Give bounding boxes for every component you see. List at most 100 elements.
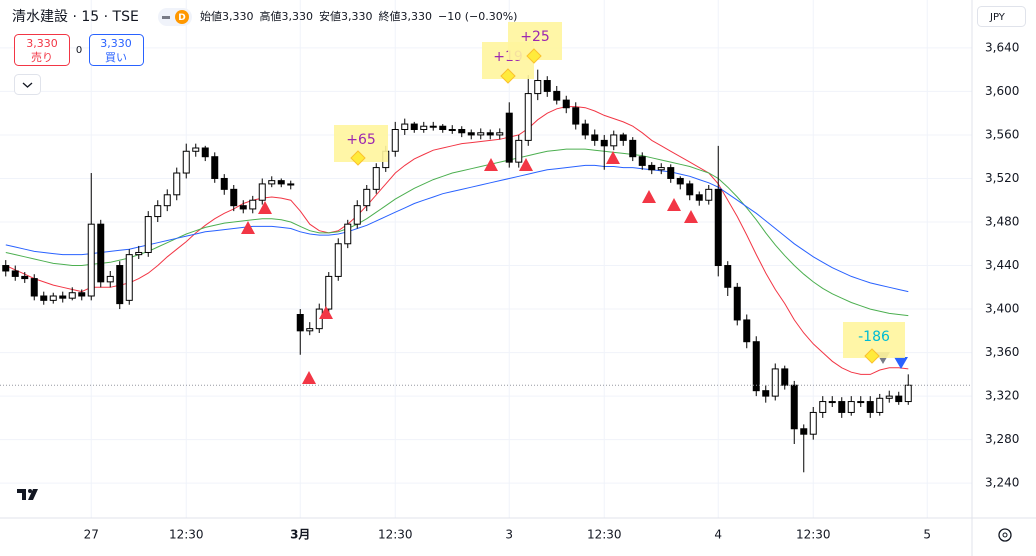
- candle-body: [401, 123, 409, 130]
- y-tick-label: 3,280: [985, 432, 1019, 446]
- currency-button[interactable]: [977, 6, 1026, 27]
- buy-price: 3,330: [100, 37, 132, 50]
- status-dash: [162, 16, 170, 19]
- candle-body: [752, 341, 760, 392]
- logo-shape: [17, 489, 38, 500]
- candle-body: [40, 295, 48, 301]
- candle-body: [790, 384, 798, 430]
- trade-diamond: [350, 150, 366, 166]
- candle-body: [78, 292, 86, 297]
- ma-line: [5, 148, 909, 317]
- candle-body: [201, 147, 209, 158]
- candle-body: [182, 150, 190, 174]
- candle-body: [857, 401, 865, 404]
- candle-body: [154, 205, 162, 218]
- candle-body: [676, 177, 684, 185]
- candle-body: [600, 139, 608, 147]
- candle-body: [344, 223, 352, 245]
- candle-body: [724, 265, 732, 288]
- candle-body: [230, 188, 238, 207]
- candle-body: [87, 223, 95, 297]
- candle-body: [287, 183, 295, 186]
- legend-header: 清水建設 · 15 · TSE D 始値3,330 高値3,330 安値3,330 終…: [12, 8, 517, 95]
- x-tick-label: 12:30: [169, 528, 204, 542]
- candle-body: [410, 123, 418, 130]
- buy-signal: [484, 158, 498, 171]
- sell-signal: [894, 357, 908, 369]
- gear: [998, 528, 1012, 542]
- candle-body: [838, 401, 846, 413]
- collapse-button[interactable]: [14, 74, 41, 95]
- buy-signal: [319, 306, 333, 319]
- y-tick-label: 3,480: [985, 215, 1019, 229]
- candle-body: [733, 286, 741, 321]
- candle-body: [534, 80, 542, 95]
- candle-body: [781, 368, 789, 386]
- sell-price: 3,330: [26, 37, 58, 50]
- candle-body: [524, 93, 532, 141]
- candle-body: [144, 216, 152, 253]
- candle-body: [486, 132, 494, 136]
- y-tick-label: 3,320: [985, 389, 1019, 403]
- sell-button[interactable]: [14, 34, 70, 66]
- candle-body: [828, 401, 836, 404]
- candle-body: [686, 183, 694, 196]
- ohlc: 始値3,330 高値3,330 安値3,330 終値3,330 −10 (−0.30%): [200, 9, 517, 23]
- y-tick-label: 3,240: [985, 476, 1019, 490]
- candle-body: [116, 265, 124, 305]
- buy-signal: [684, 210, 698, 223]
- candle-body: [68, 292, 76, 299]
- ohlc-item: 始値3,330: [200, 9, 254, 23]
- chevron: [22, 82, 33, 88]
- candle-body: [2, 265, 10, 272]
- y-tick-label: 3,360: [985, 345, 1019, 359]
- candle-body: [695, 194, 703, 201]
- candle-body: [211, 156, 219, 179]
- candle-body: [363, 188, 371, 207]
- buy-button[interactable]: [89, 34, 144, 66]
- logo-dot: [28, 489, 32, 493]
- candle-body: [372, 167, 380, 190]
- candle-body: [581, 123, 589, 136]
- candle-body: [543, 80, 551, 92]
- y-tick-label: 3,520: [985, 171, 1019, 185]
- candle-body: [11, 270, 19, 277]
- ma-line: [5, 164, 909, 293]
- trade-diamond: [864, 348, 880, 364]
- x-tick-label: 12:30: [378, 528, 413, 542]
- buy-signal: [302, 371, 316, 384]
- ohlc-item: 終値3,330: [379, 9, 433, 23]
- candle-body: [705, 188, 713, 201]
- candle-body: [591, 134, 599, 141]
- settings-icon[interactable]: [998, 528, 1012, 542]
- currency: JPY: [989, 12, 1006, 23]
- candle-body: [220, 177, 228, 190]
- candle-body: [306, 328, 314, 332]
- buy-signal: [241, 221, 255, 234]
- candle-body: [771, 368, 779, 397]
- candle-body: [106, 275, 114, 283]
- candle-body: [638, 156, 646, 166]
- x-tick-label: 12:30: [796, 528, 831, 542]
- candle-body: [876, 397, 884, 413]
- candle-body: [657, 167, 665, 171]
- candle-body: [30, 278, 38, 297]
- candle-body: [439, 125, 447, 130]
- candle-body: [800, 428, 808, 435]
- candle-body: [249, 199, 257, 210]
- candle-body: [277, 180, 285, 185]
- candle-body: [429, 125, 437, 128]
- buy-signal: [519, 158, 533, 171]
- y-tick-label: 3,560: [985, 127, 1019, 141]
- candle-body: [904, 384, 912, 403]
- x-tick-label: 27: [84, 528, 99, 542]
- x-tick-label: 4: [714, 528, 722, 542]
- candle-body: [49, 295, 57, 301]
- trade-label: +65: [346, 132, 376, 148]
- y-tick-label: 3,400: [985, 302, 1019, 316]
- ohlc-item: −10 (−0.30%): [438, 10, 517, 23]
- ohlc-item: 安値3,330: [319, 9, 373, 23]
- y-tick-label: 3,640: [985, 40, 1019, 54]
